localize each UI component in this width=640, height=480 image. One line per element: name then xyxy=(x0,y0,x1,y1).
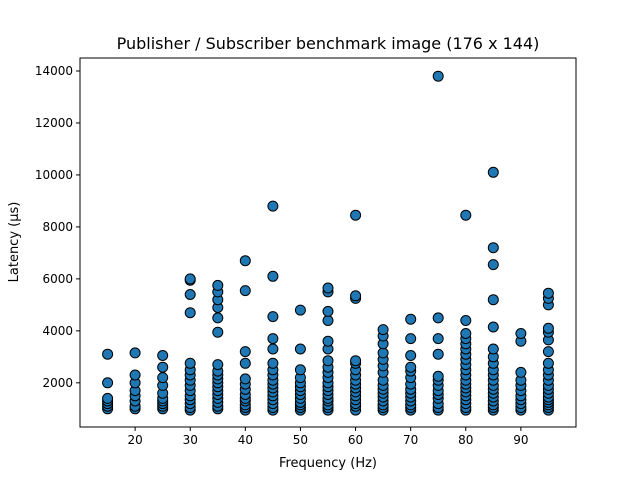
data-point xyxy=(487,259,499,271)
data-point xyxy=(294,343,306,355)
data-point xyxy=(542,346,554,358)
data-point xyxy=(212,312,224,324)
data-point xyxy=(239,285,251,297)
data-point xyxy=(432,348,444,360)
data-point xyxy=(239,373,251,385)
data-point xyxy=(432,312,444,324)
data-point xyxy=(432,70,444,82)
data-point xyxy=(405,333,417,345)
data-point xyxy=(184,307,196,319)
y-tick-label: 14000 xyxy=(35,64,73,78)
plot-frame xyxy=(79,57,577,428)
data-point xyxy=(267,200,279,212)
data-point xyxy=(460,315,472,326)
data-point xyxy=(239,255,251,267)
x-tick-label: 30 xyxy=(183,433,198,447)
x-tick-label: 90 xyxy=(513,433,528,447)
data-point xyxy=(157,372,169,384)
data-point xyxy=(487,343,499,355)
data-point xyxy=(294,364,306,376)
data-point xyxy=(487,166,499,178)
data-point xyxy=(350,355,362,367)
x-tick-label: 70 xyxy=(403,433,418,447)
data-point xyxy=(157,361,169,373)
data-point xyxy=(487,321,499,333)
data-point xyxy=(267,311,279,323)
data-point xyxy=(184,273,196,285)
data-point xyxy=(322,282,334,294)
y-tick-label: 10000 xyxy=(35,168,73,182)
data-point xyxy=(487,294,499,306)
data-point xyxy=(405,313,417,325)
data-point xyxy=(322,305,334,317)
x-tick-label: 60 xyxy=(348,433,363,447)
data-point xyxy=(322,355,334,367)
y-axis-label: Latency (µs) xyxy=(7,202,22,283)
y-tick-label: 6000 xyxy=(42,272,73,286)
data-point xyxy=(102,348,114,360)
x-axis: 20 30 40 50 60 70 80 90 xyxy=(127,427,529,447)
data-point xyxy=(405,361,417,373)
data-point xyxy=(460,209,472,221)
data-point xyxy=(322,335,334,347)
data-point xyxy=(102,392,114,404)
x-tick-label: 80 xyxy=(458,433,473,447)
data-point xyxy=(212,279,224,291)
x-tick-label: 20 xyxy=(127,433,142,447)
data-point xyxy=(129,369,141,381)
data-point xyxy=(184,289,196,300)
data-point xyxy=(350,209,362,221)
data-point xyxy=(322,315,334,326)
data-point xyxy=(460,328,472,339)
data-point xyxy=(157,350,169,361)
data-point xyxy=(184,357,196,369)
data-point xyxy=(267,357,279,369)
x-tick-label: 50 xyxy=(293,433,308,447)
data-point xyxy=(267,343,279,355)
data-point xyxy=(377,324,389,336)
data-point xyxy=(129,347,141,359)
data-point xyxy=(432,370,444,382)
data-point xyxy=(542,287,554,299)
points-layer xyxy=(102,70,554,416)
y-tick-label: 2000 xyxy=(42,376,73,390)
data-point xyxy=(350,290,362,302)
y-axis: 2000 4000 6000 8000 10000 12000 14000 xyxy=(35,64,80,390)
data-point xyxy=(542,322,554,334)
y-tick-label: 12000 xyxy=(35,116,73,130)
data-point xyxy=(267,333,279,345)
chart-title: Publisher / Subscriber benchmark image (… xyxy=(117,34,540,53)
data-point xyxy=(212,359,224,371)
data-point xyxy=(239,346,251,358)
x-tick-label: 40 xyxy=(238,433,253,447)
data-point xyxy=(294,304,306,316)
data-point xyxy=(515,328,527,339)
data-point xyxy=(267,270,279,282)
data-point xyxy=(487,242,499,254)
data-point xyxy=(405,350,417,361)
y-tick-label: 4000 xyxy=(42,324,73,338)
data-point xyxy=(212,326,224,338)
y-tick-label: 8000 xyxy=(42,220,73,234)
data-point xyxy=(542,357,554,369)
data-point xyxy=(102,377,114,389)
data-point xyxy=(377,347,389,359)
data-point xyxy=(432,333,444,345)
x-axis-label: Frequency (Hz) xyxy=(279,456,377,471)
data-point xyxy=(239,357,251,369)
data-point xyxy=(515,366,527,378)
